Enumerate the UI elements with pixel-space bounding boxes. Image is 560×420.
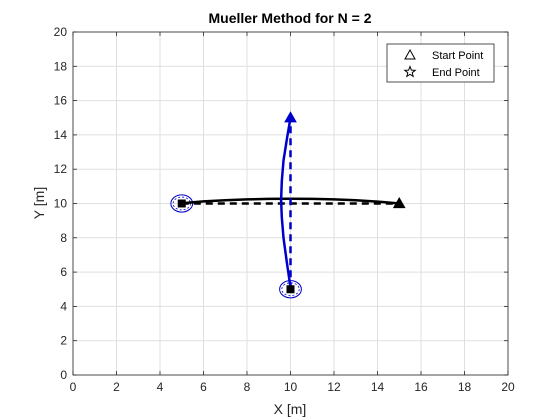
y-tick-label: 6 — [60, 265, 67, 279]
y-tick-label: 10 — [54, 197, 68, 211]
x-tick-label: 10 — [284, 380, 298, 394]
marker-layer — [177, 111, 406, 294]
legend-item-start: Start Point — [404, 48, 483, 62]
start-point-marker — [284, 111, 297, 123]
x-tick-label: 18 — [458, 380, 472, 394]
y-tick-label: 18 — [54, 59, 68, 73]
x-tick-label: 14 — [371, 380, 385, 394]
legend-label-end: End Point — [432, 67, 480, 79]
ticks: 0 2 4 6 8 10 12 14 16 18 20 0 2 4 6 8 10 12 14 16 18 20 — [54, 25, 515, 394]
x-tick-label: 8 — [244, 380, 251, 394]
star-icon — [403, 65, 417, 78]
y-tick-label: 8 — [60, 231, 67, 245]
legend-item-end: End Point — [403, 65, 480, 79]
end-point-marker — [286, 285, 295, 294]
y-tick-label: 2 — [60, 334, 67, 348]
x-tick-label: 20 — [501, 380, 515, 394]
x-tick-label: 6 — [200, 380, 207, 394]
series-layer — [170, 116, 401, 299]
legend: Start Point End Point — [386, 43, 495, 83]
x-tick-label: 0 — [70, 380, 77, 394]
target-circle-inner — [281, 282, 300, 297]
y-tick-label: 4 — [60, 299, 67, 313]
end-point-marker — [177, 199, 186, 208]
series-line-2 — [279, 116, 292, 289]
y-axis-label: Y [m] — [31, 187, 47, 219]
triangle-icon — [404, 48, 416, 60]
x-tick-label: 12 — [327, 380, 341, 394]
legend-label-start: Start Point — [432, 50, 483, 62]
x-tick-label: 2 — [113, 380, 120, 394]
legend-box — [386, 43, 495, 83]
x-axis-label: X [m] — [274, 401, 307, 417]
y-tick-label: 12 — [54, 162, 68, 176]
x-tick-label: 16 — [414, 380, 428, 394]
y-tick-label: 20 — [54, 25, 68, 39]
y-tick-label: 16 — [54, 94, 68, 108]
x-tick-label: 4 — [157, 380, 164, 394]
y-tick-label: 0 — [60, 368, 67, 382]
chart-title: Mueller Method for N = 2 — [209, 10, 372, 26]
start-point-marker — [392, 196, 406, 209]
y-tick-label: 14 — [54, 128, 68, 142]
